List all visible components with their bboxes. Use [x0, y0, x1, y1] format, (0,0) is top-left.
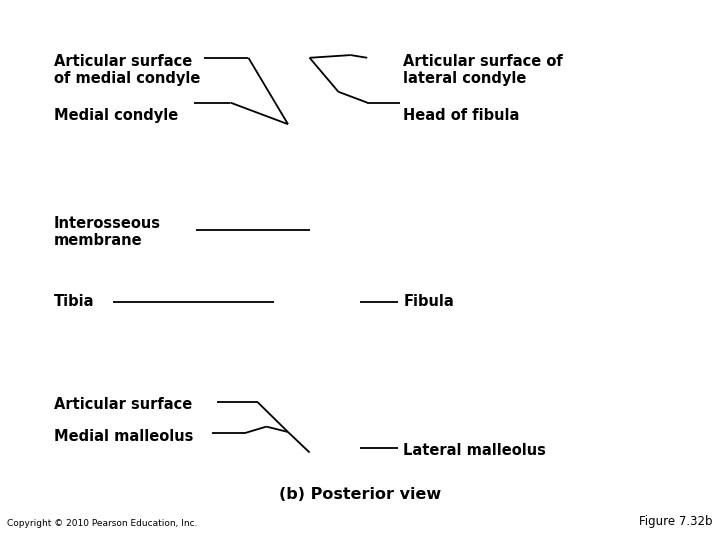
Text: Articular surface
of medial condyle: Articular surface of medial condyle — [54, 54, 200, 86]
Text: Articular surface: Articular surface — [54, 397, 192, 412]
Text: Medial condyle: Medial condyle — [54, 108, 179, 123]
Text: Interosseous
membrane: Interosseous membrane — [54, 216, 161, 248]
Text: Figure 7.32b: Figure 7.32b — [639, 515, 713, 528]
Text: Medial malleolus: Medial malleolus — [54, 429, 194, 444]
Text: Copyright © 2010 Pearson Education, Inc.: Copyright © 2010 Pearson Education, Inc. — [7, 519, 198, 528]
Text: Tibia: Tibia — [54, 294, 94, 309]
Text: Fibula: Fibula — [403, 294, 454, 309]
Text: Head of fibula: Head of fibula — [403, 108, 520, 123]
Text: Articular surface of
lateral condyle: Articular surface of lateral condyle — [403, 54, 563, 86]
Text: Lateral malleolus: Lateral malleolus — [403, 443, 546, 458]
Text: (b) Posterior view: (b) Posterior view — [279, 487, 441, 502]
